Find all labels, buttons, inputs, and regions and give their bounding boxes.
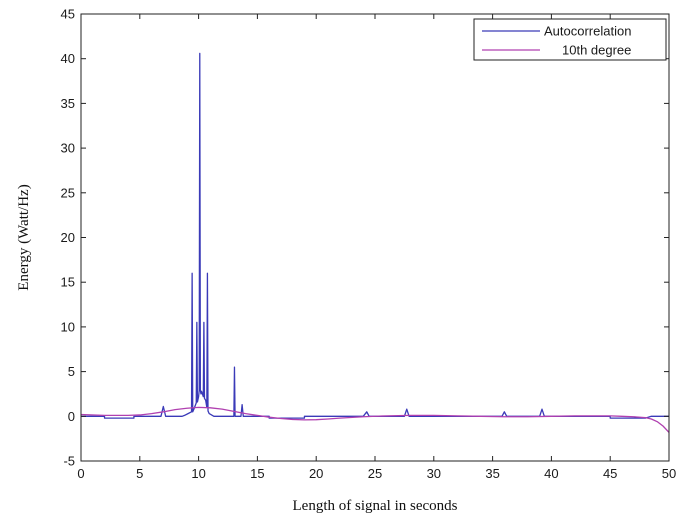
x-tick-label: 5 — [136, 466, 143, 481]
y-tick-label: 25 — [61, 185, 75, 200]
y-axis-ticks: -5 0 5 10 15 20 25 30 35 40 45 — [61, 7, 669, 469]
y-tick-label: 35 — [61, 96, 75, 111]
x-tick-label: 15 — [250, 466, 264, 481]
x-tick-label: 25 — [368, 466, 382, 481]
y-tick-label: 5 — [68, 364, 75, 379]
y-tick-label: -5 — [63, 454, 75, 469]
legend-box — [473, 18, 667, 61]
y-tick-label: 45 — [61, 7, 75, 22]
x-tick-label: 30 — [427, 466, 441, 481]
y-tick-label: 30 — [61, 141, 75, 156]
x-axis-ticks: 0 5 10 15 20 25 30 35 40 45 50 — [77, 14, 676, 481]
y-tick-label: 0 — [68, 409, 75, 424]
x-tick-label: 10 — [191, 466, 205, 481]
y-tick-label: 40 — [61, 51, 75, 66]
x-tick-label: 0 — [77, 466, 84, 481]
y-tick-label: 15 — [61, 275, 75, 290]
x-tick-label: 45 — [603, 466, 617, 481]
x-tick-label: 50 — [662, 466, 676, 481]
x-tick-label: 40 — [544, 466, 558, 481]
legend-label-10th-degree: 10th degree — [562, 43, 631, 58]
legend-label-autocorrelation: Autocorrelation — [544, 24, 631, 39]
series-layer — [81, 52, 669, 433]
legend: Autocorrelation 10th degree — [473, 18, 667, 61]
x-tick-label: 35 — [485, 466, 499, 481]
x-tick-label: 20 — [309, 466, 323, 481]
y-tick-label: 20 — [61, 230, 75, 245]
x-axis-label: Length of signal in seconds — [293, 498, 458, 514]
series-line-10th-degree — [81, 406, 669, 433]
y-axis-label: Energy (Watt/Hz) — [16, 184, 32, 290]
y-tick-label: 10 — [61, 319, 75, 334]
